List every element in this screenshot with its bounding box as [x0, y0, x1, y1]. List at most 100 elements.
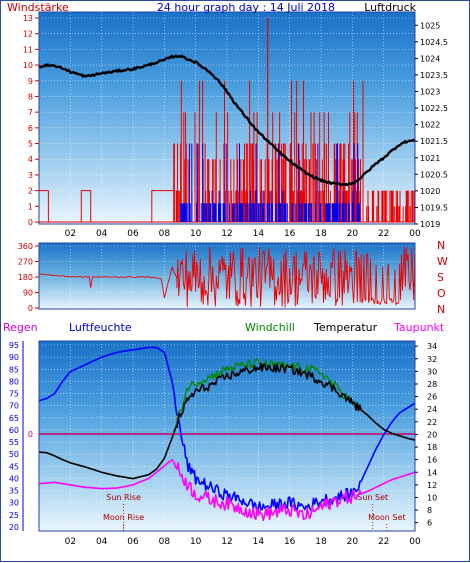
x-tick-label: 22 — [378, 229, 389, 239]
wind-direction-plot — [38, 246, 416, 308]
temperature-tick-label: 34 — [427, 342, 437, 351]
temperature-tick-label: 24 — [427, 405, 437, 414]
pressure-tick-label: 1024.5 — [420, 38, 448, 47]
humidity-tick-label: 35 — [9, 487, 19, 496]
sun-set-label: Sun Set — [357, 493, 388, 502]
wind-tick-label: 13 — [23, 14, 33, 23]
temperature-tick-label: 14 — [427, 468, 437, 477]
x-tick-label: 16 — [284, 537, 296, 547]
compass-label: W — [437, 255, 448, 268]
pressure-tick-label: 1025 — [420, 21, 440, 30]
wind-tick-label: 5 — [28, 140, 33, 149]
x-tick-label: 00 — [409, 229, 421, 239]
axis-labels: 0202040406060808101012121414161618182020… — [9, 14, 448, 547]
sun-rise-label: Sun Rise — [106, 493, 141, 502]
pressure-tick-label: 1023 — [420, 88, 440, 97]
pressure-series — [38, 54, 416, 187]
humidity-tick-label: 50 — [9, 450, 19, 459]
x-tick-label: 12 — [221, 537, 232, 547]
wind-tick-label: 0 — [28, 218, 33, 227]
humidity-tick-label: 40 — [9, 474, 19, 483]
wind-tick-label: 9 — [28, 77, 33, 86]
humidity-tick-label: 30 — [9, 499, 19, 508]
direction-tick-label: 180 — [18, 273, 33, 282]
pressure-tick-label: 1019.5 — [420, 203, 448, 212]
x-tick-label: 02 — [65, 537, 76, 547]
pressure-tick-label: 1020.5 — [420, 170, 448, 179]
temperature-tick-label: 10 — [427, 493, 437, 502]
x-tick-label: 14 — [253, 537, 265, 547]
compass-label: N — [437, 303, 445, 316]
wind-tick-label: 12 — [23, 30, 33, 39]
temperature-tick-label: 32 — [427, 355, 437, 364]
wind-tick-label: 2 — [28, 187, 33, 196]
x-tick-label: 08 — [159, 229, 171, 239]
humidity-tick-label: 45 — [9, 462, 19, 471]
x-tick-label: 06 — [127, 229, 139, 239]
direction-tick-label: 90 — [23, 289, 33, 298]
dewpoint-label: Taupunkt — [393, 321, 445, 334]
x-tick-label: 02 — [65, 229, 76, 239]
direction-panel-frame — [38, 242, 416, 310]
temperature-tick-label: 22 — [427, 418, 437, 427]
dewpoint-series — [38, 459, 416, 522]
pressure-tick-label: 1024 — [420, 54, 440, 63]
x-tick-label: 04 — [96, 229, 108, 239]
direction-tick-label: 0 — [28, 304, 33, 313]
wind-direction-series — [38, 246, 416, 308]
x-tick-label: 10 — [190, 229, 202, 239]
pressure-tick-label: 1022.5 — [420, 104, 448, 113]
pressure-tick-label: 1020 — [420, 187, 440, 196]
x-tick-label: 18 — [315, 229, 327, 239]
temperature-tick-label: 28 — [427, 380, 437, 389]
direction-tick-label: 270 — [18, 258, 33, 267]
temperature-tick-label: 8 — [427, 506, 432, 515]
x-tick-label: 10 — [190, 537, 202, 547]
pressure-tick-label: 1023.5 — [420, 71, 448, 80]
x-tick-label: 20 — [347, 537, 359, 547]
moon-rise-label: Moon Rise — [103, 513, 144, 522]
temperature-panel-frame — [38, 340, 416, 532]
wind-pressure-plot — [38, 18, 416, 223]
x-tick-label: 20 — [347, 229, 359, 239]
x-tick-label: 22 — [378, 537, 389, 547]
humidity-tick-label: 80 — [9, 377, 19, 386]
wind-tick-label: 6 — [28, 124, 33, 133]
moon-set-label: Moon Set — [368, 513, 405, 522]
wind-tick-label: 4 — [28, 155, 33, 164]
wind-tick-label: 7 — [28, 108, 33, 117]
wind-tick-label: 10 — [23, 61, 33, 70]
x-tick-label: 04 — [96, 537, 108, 547]
humidity-tick-label: 60 — [9, 426, 19, 435]
temperature-series — [38, 362, 416, 480]
temperature-tick-label: 12 — [427, 481, 437, 490]
humidity-tick-label: 25 — [9, 511, 19, 520]
humidity-tick-label: 90 — [9, 353, 19, 362]
pressure-tick-label: 1021.5 — [420, 137, 448, 146]
wind-tick-label: 1 — [28, 202, 33, 211]
chart-title: 24 hour graph day : 14 Juli 2018 — [157, 1, 335, 14]
temperature-label: Temperatur — [313, 321, 378, 334]
x-tick-label: 06 — [127, 537, 139, 547]
pressure-tick-label: 1021 — [420, 154, 440, 163]
humidity-tick-label: 20 — [9, 523, 19, 532]
temperature-tick-label: 30 — [427, 367, 437, 376]
rain-value-label: 0 — [28, 430, 33, 439]
pressure-title: Luftdruck — [364, 1, 416, 14]
humidity-label: Luftfeuchte — [69, 321, 132, 334]
x-tick-label: 08 — [159, 537, 171, 547]
pressure-tick-label: 1022 — [420, 121, 440, 130]
wind-panel-frame — [38, 11, 416, 225]
wind-title: Windstärke — [7, 1, 69, 14]
temperature-tick-label: 6 — [427, 519, 432, 528]
wind-tick-label: 11 — [23, 45, 33, 54]
temperature-tick-label: 20 — [427, 430, 437, 439]
humidity-tick-label: 55 — [9, 438, 19, 447]
direction-tick-label: 360 — [18, 242, 33, 251]
compass-label: S — [437, 271, 444, 284]
temperature-tick-label: 26 — [427, 393, 437, 402]
wind-tick-label: 3 — [28, 171, 33, 180]
windchill-label: Windchill — [245, 321, 295, 334]
humidity-tick-label: 65 — [9, 414, 19, 423]
